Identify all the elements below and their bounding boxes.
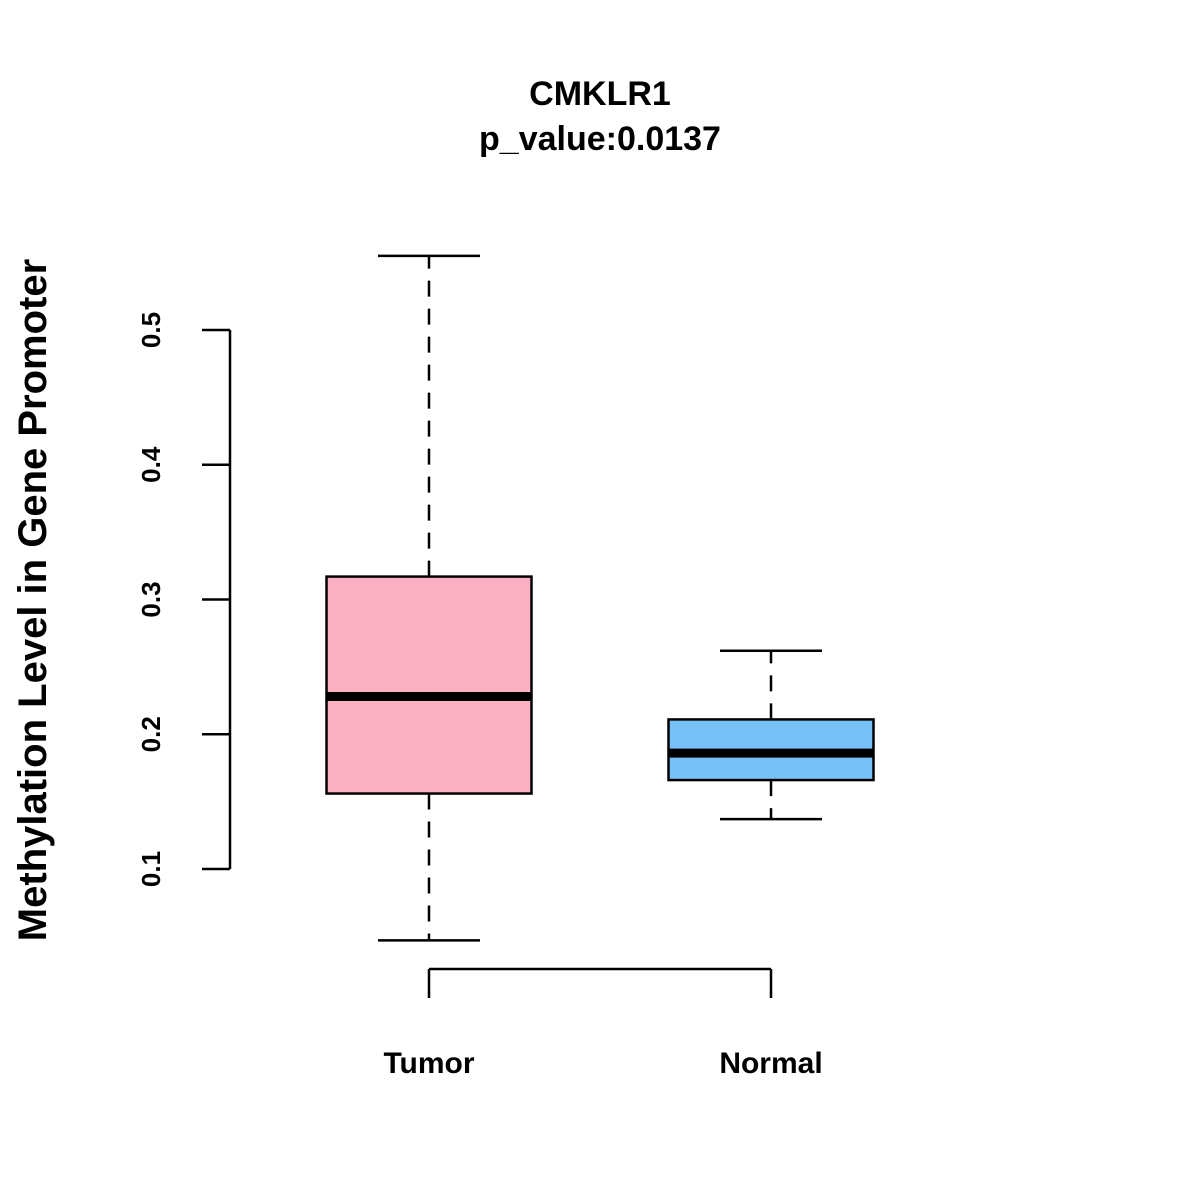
boxes-layer [325,254,875,942]
iqr-box [325,575,533,795]
x-tick-label-normal: Normal [719,1047,822,1080]
chart-title: CMKLR1 [529,75,671,113]
chart-subtitle: p_value:0.0137 [479,120,721,158]
x-tick-label-tumor: Tumor [383,1047,474,1080]
y-tick-label: 0.5 [136,312,166,348]
x-axis: Tumor Normal [383,967,823,1080]
y-tick-label: 0.2 [136,716,166,752]
y-tick-label: 0.3 [136,581,166,617]
box-normal [667,649,875,821]
y-axis-label: Methylation Level in Gene Promoter [11,259,55,941]
y-axis: 0.1 0.2 0.3 0.4 0.5 [136,312,232,887]
y-tick-label: 0.1 [136,851,166,887]
box-tumor [325,254,533,942]
y-tick-label: 0.4 [136,446,166,483]
